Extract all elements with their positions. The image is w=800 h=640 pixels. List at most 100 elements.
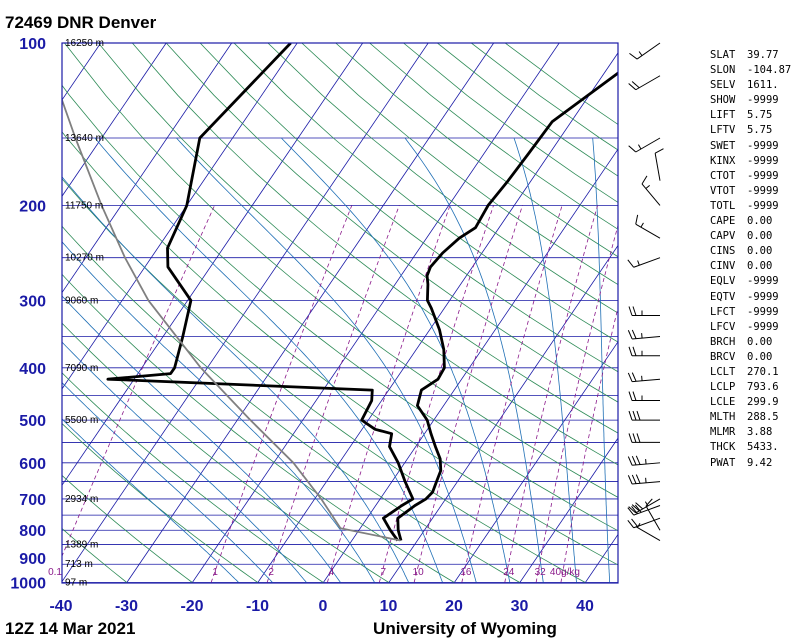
- mixing-ratio-label: 1: [212, 567, 218, 578]
- index-value: -9999: [747, 199, 779, 212]
- pressure-tick-label: 300: [19, 293, 46, 310]
- moist-adiabat-line: [513, 137, 577, 583]
- index-value: 0.00: [747, 350, 773, 363]
- pressure-tick-label: 200: [19, 198, 46, 215]
- index-name: SELV: [710, 79, 736, 92]
- pressure-tick-label: 900: [19, 551, 46, 568]
- dry-adiabat-line: [62, 84, 618, 532]
- mixing-ratio-line: [535, 223, 618, 583]
- isotherm-line: [322, 148, 618, 583]
- index-name: THCK: [710, 441, 736, 454]
- index-name: SLON: [710, 64, 736, 77]
- index-value: 9.42: [747, 456, 773, 469]
- pressure-axis: 100 200 300 400 500 600 700 800 900 1000: [10, 36, 46, 593]
- index-value: 793.6: [747, 381, 779, 394]
- index-value: -9999: [747, 169, 779, 182]
- dry-adiabat-line: [62, 273, 456, 583]
- index-row: SLON -104.87: [710, 63, 798, 78]
- wind-barb: [628, 346, 660, 357]
- index-value: 5.75: [747, 109, 773, 122]
- mixing-ratio-label: 4: [329, 567, 335, 578]
- pressure-tick-label: 400: [19, 361, 46, 378]
- height-label: 16250 m: [65, 38, 104, 49]
- height-label: 713 m: [65, 559, 93, 570]
- index-name: SLAT: [710, 49, 736, 61]
- pressure-tick-label: 600: [19, 456, 46, 473]
- index-row: KINX -9999: [710, 154, 798, 169]
- mixing-ratio-line: [210, 205, 353, 583]
- temperature-tick-label: -30: [115, 598, 138, 615]
- index-value: 39.77: [747, 49, 779, 61]
- mixing-ratio-label: 16: [460, 567, 472, 578]
- index-value: -104.87: [747, 64, 792, 77]
- wind-barb: [627, 329, 661, 340]
- isotherm-line: [519, 437, 618, 583]
- wind-barb: [654, 148, 664, 181]
- dry-adiabat-line: [233, 43, 618, 343]
- index-row: LFTV 5.75: [710, 123, 798, 138]
- index-name: LFTV: [710, 124, 736, 137]
- index-row: CAPV 0.00: [710, 229, 798, 244]
- index-row: VTOT -9999: [710, 184, 798, 199]
- index-name: CAPV: [710, 230, 736, 243]
- plot-frame: [61, 42, 619, 584]
- moist-adiabat-line: [62, 341, 308, 583]
- index-value: 0.00: [747, 260, 773, 273]
- index-value: 299.9: [747, 396, 779, 409]
- mixing-ratio-label: 7: [381, 567, 387, 578]
- index-row: LIFT 5.75: [710, 108, 798, 123]
- index-name: CINV: [710, 260, 736, 273]
- height-labels: 16250 m 13640 m 11750 m 10270 m 9060 m 7090 m…: [65, 38, 104, 589]
- moist-adiabat-line: [404, 137, 544, 583]
- parcel-line: [62, 97, 401, 542]
- height-label: 9060 m: [65, 295, 98, 306]
- temperature-line: [396, 71, 618, 541]
- wind-barb: [627, 517, 661, 529]
- pressure-tick-label: 100: [19, 36, 46, 53]
- index-row: CAPE 0.00: [710, 214, 798, 229]
- isotherm-line: [62, 43, 167, 197]
- mixing-ratio-label: 0.1: [48, 567, 62, 578]
- index-name: VTOT: [710, 184, 736, 197]
- height-label: 7090 m: [65, 363, 98, 374]
- dry-adiabat-line: [199, 43, 618, 373]
- moist-adiabat-line: [62, 382, 274, 583]
- wind-barb: [645, 498, 661, 531]
- moist-adiabat-line: [62, 176, 410, 583]
- index-name: LCLP: [710, 381, 736, 394]
- dry-adiabat-line: [62, 225, 522, 583]
- dewpoint-line: [106, 43, 415, 542]
- background-lines: [62, 43, 618, 583]
- index-row: LFCT -9999: [710, 305, 798, 320]
- wind-barb: [628, 137, 661, 153]
- temperature-tick-label: -20: [180, 598, 203, 615]
- dry-adiabat-line: [131, 43, 618, 434]
- mixing-ratio-line: [560, 305, 618, 583]
- wind-barb: [641, 175, 661, 206]
- stability-indices-table: SLAT 39.77 SLON -104.87 SELV 1611. SHOW -9999 LI…: [710, 48, 798, 471]
- footer-date: 12Z 14 Mar 2021: [5, 619, 135, 638]
- index-row: BRCV 0.00: [710, 350, 798, 365]
- index-value: -9999: [747, 320, 779, 333]
- mixing-ratio-line: [504, 205, 598, 583]
- dry-adiabat-line: [64, 43, 618, 498]
- sounding-lines: [62, 43, 618, 542]
- height-label: 10270 m: [65, 253, 104, 264]
- dry-adiabat-line: [62, 131, 618, 566]
- mixing-ratio-label: 24: [503, 567, 515, 578]
- wind-barb: [627, 257, 661, 268]
- moist-adiabat-line: [62, 295, 342, 583]
- isotherm-line: [62, 43, 102, 101]
- isotherm-line: [388, 244, 618, 583]
- isotherm-line: [453, 341, 618, 583]
- index-row: CINV 0.00: [710, 259, 798, 274]
- wind-barb: [627, 504, 661, 516]
- index-value: 0.00: [747, 335, 773, 348]
- index-value: 0.00: [747, 245, 773, 258]
- index-name: LIFT: [710, 109, 736, 122]
- wind-barb: [628, 410, 660, 421]
- index-value: -9999: [747, 154, 779, 167]
- index-value: 5.75: [747, 124, 773, 137]
- temperature-tick-label: -40: [49, 598, 72, 615]
- isotherm-line: [62, 43, 364, 486]
